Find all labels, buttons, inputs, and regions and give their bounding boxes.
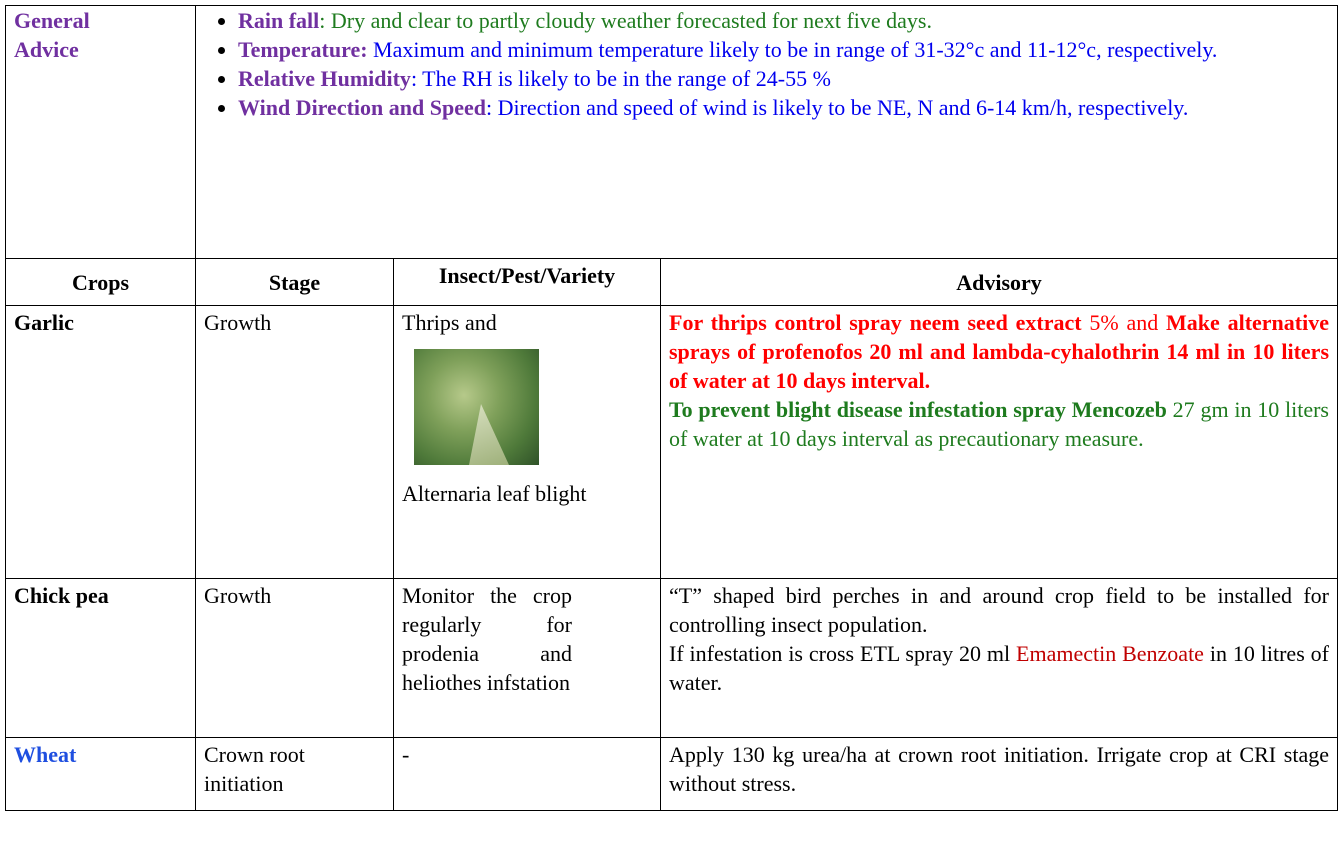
crop-advisory: “T” shaped bird perches in and around cr… <box>661 579 1338 738</box>
stage-text: Crown root initiation <box>204 740 334 798</box>
general-advice-row: General Advice Rain fall: Dry and clear t… <box>6 6 1338 259</box>
general-advice-label: General Advice <box>6 6 196 259</box>
crop-advisory: For thrips control spray neem seed extra… <box>661 306 1338 579</box>
crop-stage: Crown root initiation <box>196 738 394 811</box>
advice-text: Maximum and minimum temperature likely t… <box>368 37 1218 62</box>
advisory-text: “T” shaped bird perches in and around cr… <box>669 581 1329 639</box>
advisory-text: 5% and <box>1082 310 1166 335</box>
advice-item: Relative Humidity: The RH is likely to b… <box>238 64 1329 93</box>
advice-item: Temperature: Maximum and minimum tempera… <box>238 35 1329 64</box>
crop-name: Wheat <box>6 738 196 811</box>
crop-row: Wheat Crown root initiation - Apply 130 … <box>6 738 1338 811</box>
crop-advisory: Apply 130 kg urea/ha at crown root initi… <box>661 738 1338 811</box>
crop-stage: Growth <box>196 579 394 738</box>
advisory-text: If infestation is cross ETL spray 20 ml <box>669 641 1016 666</box>
general-advice-content: Rain fall: Dry and clear to partly cloud… <box>196 6 1338 259</box>
crop-pest: Monitor the crop regularly for prodenia … <box>394 579 661 738</box>
crop-pest: - <box>394 738 661 811</box>
advice-item: Wind Direction and Speed: Direction and … <box>238 93 1329 122</box>
page: General Advice Rain fall: Dry and clear t… <box>0 0 1338 867</box>
crop-row: Garlic Growth Thrips and Alternaria leaf … <box>6 306 1338 579</box>
advice-label: Wind Direction and Speed <box>238 95 486 120</box>
pest-text: Monitor the crop regularly for prodenia … <box>402 581 572 697</box>
crop-name: Chick pea <box>6 579 196 738</box>
pest-text: Alternaria leaf blight <box>402 479 652 508</box>
advice-list: Rain fall: Dry and clear to partly cloud… <box>204 6 1329 122</box>
advice-label: Relative Humidity <box>238 66 411 91</box>
crop-row: Chick pea Growth Monitor the crop regula… <box>6 579 1338 738</box>
advisory-text: For thrips control spray neem seed extra… <box>669 310 1082 335</box>
advice-text: : The RH is likely to be in the range of… <box>411 66 831 91</box>
advice-text: : Dry and clear to partly cloudy weather… <box>319 8 932 33</box>
pest-image <box>414 349 539 465</box>
advice-label: Rain fall <box>238 8 319 33</box>
advisory-line: If infestation is cross ETL spray 20 ml … <box>669 639 1329 697</box>
advisory-table: General Advice Rain fall: Dry and clear t… <box>5 5 1338 811</box>
pest-text: Thrips and <box>402 308 652 337</box>
header-cell: Advisory <box>661 259 1338 306</box>
header-cell: Stage <box>196 259 394 306</box>
header-cell: Insect/Pest/Variety <box>394 259 661 306</box>
header-cell: Crops <box>6 259 196 306</box>
crop-stage: Growth <box>196 306 394 579</box>
advisory-text: To prevent blight disease infestation sp… <box>669 397 1167 422</box>
advice-text: : Direction and speed of wind is likely … <box>486 95 1188 120</box>
label-line: Advice <box>14 37 79 62</box>
advisory-highlight: Emamectin Benzoate <box>1016 641 1204 666</box>
advice-label: Temperature: <box>238 37 368 62</box>
advice-item: Rain fall: Dry and clear to partly cloud… <box>238 6 1329 35</box>
crop-name: Garlic <box>6 306 196 579</box>
crop-pest: Thrips and Alternaria leaf blight <box>394 306 661 579</box>
header-row: Crops Stage Insect/Pest/Variety Advisory <box>6 259 1338 306</box>
label-line: General <box>14 8 90 33</box>
